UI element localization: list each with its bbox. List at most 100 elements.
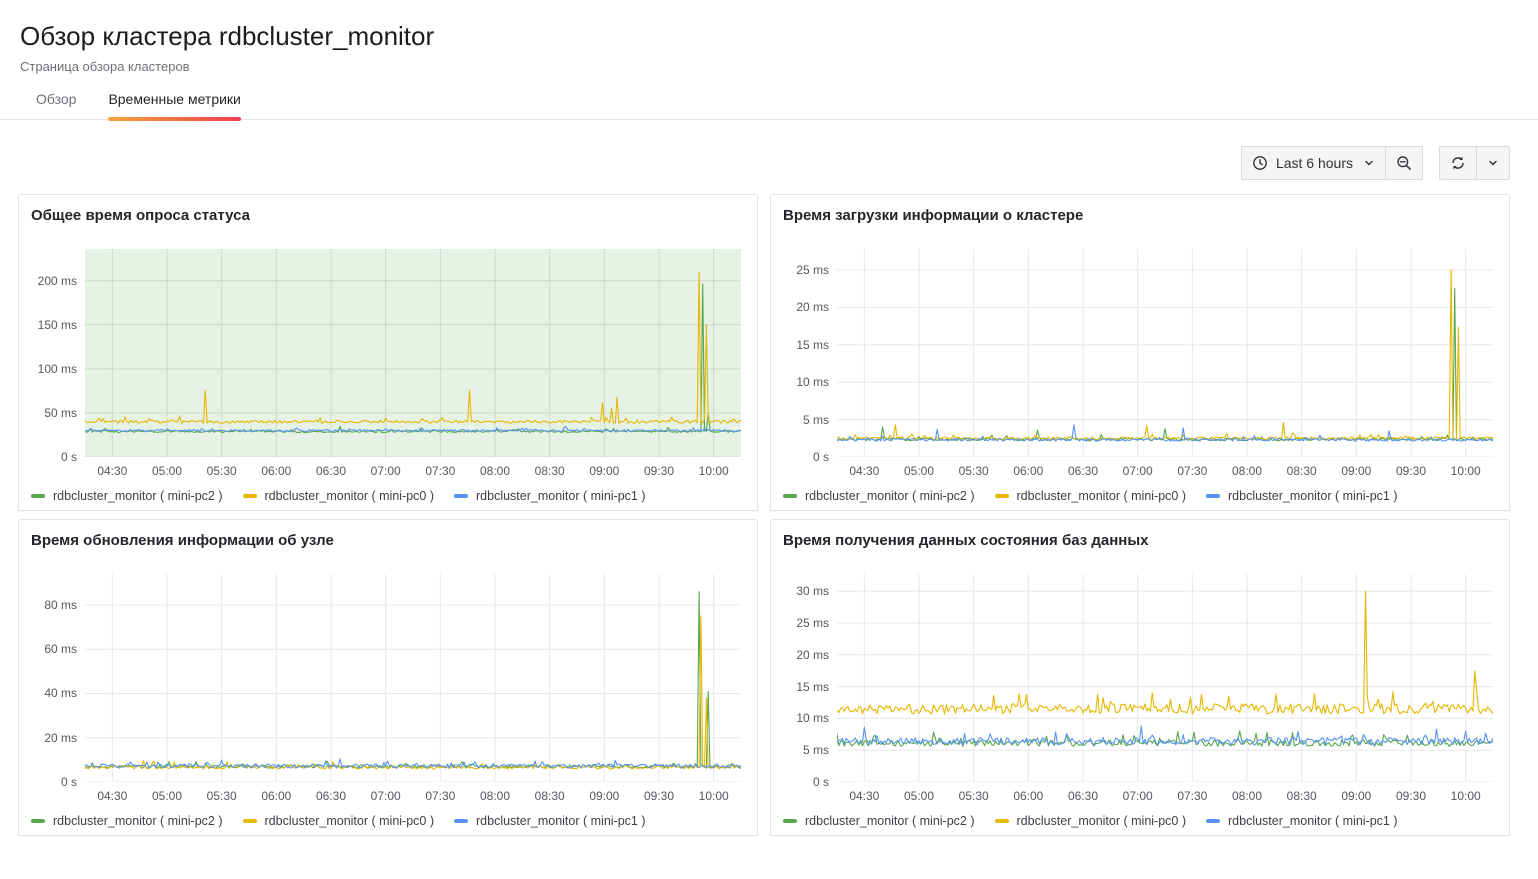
y-tick-label: 5 ms — [802, 743, 829, 758]
x-tick-label: 07:00 — [370, 464, 401, 478]
time-controls-group: Last 6 hours — [1240, 146, 1423, 180]
legend-item[interactable]: rdbcluster_monitor ( mini-pc1 ) — [1206, 489, 1398, 503]
legend-label: rdbcluster_monitor ( mini-pc2 ) — [805, 814, 975, 828]
series-line — [85, 426, 741, 433]
zoom-out-button[interactable] — [1385, 146, 1423, 180]
x-tick-label: 09:30 — [643, 789, 675, 803]
panel-title[interactable]: Время обновления информации об узле — [31, 532, 334, 549]
x-tick-label: 08:30 — [534, 464, 565, 478]
page-title: Обзор кластера rdbcluster_monitor — [20, 21, 435, 51]
x-tick-label: 06:00 — [1013, 464, 1044, 478]
chevron-down-icon — [1489, 160, 1497, 166]
page-header: Обзор кластера rdbcluster_monitor Страни… — [0, 0, 1538, 74]
x-tick-label: 08:00 — [479, 464, 511, 478]
refresh-button[interactable] — [1439, 146, 1477, 180]
plot-area[interactable] — [85, 574, 741, 782]
panel-title[interactable]: Время загрузки информации о кластере — [783, 207, 1084, 224]
x-tick-label: 04:30 — [97, 789, 128, 803]
plot-area[interactable] — [85, 249, 741, 457]
x-tick-label: 05:00 — [903, 789, 935, 803]
tab-overview[interactable]: Обзор — [36, 91, 77, 107]
legend: rdbcluster_monitor ( mini-pc2 ) rdbcluste… — [31, 809, 741, 833]
y-tick-label: 80 ms — [44, 597, 77, 612]
time-series-chart: 0 s 50 ms 100 ms 150 ms 200 ms 04:30 05:00 05:… — [29, 249, 741, 508]
refresh-interval-dropdown[interactable] — [1476, 146, 1510, 180]
y-tick-label: 20 ms — [796, 300, 829, 315]
x-tick-label: 06:30 — [315, 464, 347, 478]
toolbar: Last 6 hours — [0, 146, 1510, 180]
x-tick-label: 05:30 — [958, 464, 989, 478]
legend-item[interactable]: rdbcluster_monitor ( mini-pc0 ) — [994, 814, 1187, 828]
legend-label: rdbcluster_monitor ( mini-pc2 ) — [805, 489, 975, 503]
legend-label: rdbcluster_monitor ( mini-pc2 ) — [53, 489, 223, 503]
panel-title[interactable]: Время получения данных состояния баз дан… — [783, 532, 1149, 549]
legend-label: rdbcluster_monitor ( mini-pc2 ) — [53, 814, 223, 828]
legend-swatch — [1206, 819, 1220, 823]
y-tick-label: 100 ms — [37, 361, 77, 376]
time-series-chart: 0 s 20 ms 40 ms 60 ms 80 ms 04:30 05:00 05:30 0… — [29, 574, 741, 833]
time-range-picker-button[interactable]: Last 6 hours — [1240, 146, 1386, 180]
page-subtitle: Страница обзора кластеров — [20, 59, 190, 74]
y-tick-label: 150 ms — [37, 317, 77, 332]
x-axis: 04:30 05:00 05:30 06:00 06:30 07:00 07:30 08:00… — [837, 461, 1493, 481]
legend-item[interactable]: rdbcluster_monitor ( mini-pc2 ) — [31, 814, 223, 828]
y-axis: 0 s 50 ms 100 ms 150 ms 200 ms — [29, 249, 85, 464]
tab-time-metrics[interactable]: Временные метрики — [108, 91, 242, 121]
legend-swatch — [783, 819, 797, 823]
legend-item[interactable]: rdbcluster_monitor ( mini-pc2 ) — [31, 489, 223, 503]
x-axis: 04:30 05:00 05:30 06:00 06:30 07:00 07:30 08:00… — [837, 786, 1493, 806]
x-tick-label: 05:30 — [206, 789, 237, 803]
legend-item[interactable]: rdbcluster_monitor ( mini-pc2 ) — [783, 814, 975, 828]
legend-swatch — [242, 819, 257, 823]
x-tick-label: 07:00 — [370, 789, 401, 803]
y-tick-label: 15 ms — [796, 679, 829, 694]
legend-item[interactable]: rdbcluster_monitor ( mini-pc0 ) — [994, 489, 1187, 503]
series-line — [837, 590, 1493, 715]
panel-status-poll-time: Общее время опроса статуса 0 s 50 ms 100 m… — [18, 194, 758, 511]
legend-swatch — [994, 819, 1009, 823]
y-tick-label: 200 ms — [37, 273, 77, 288]
legend-item[interactable]: rdbcluster_monitor ( mini-pc2 ) — [783, 489, 975, 503]
legend-label: rdbcluster_monitor ( mini-pc0 ) — [264, 814, 435, 828]
series-line — [85, 758, 741, 769]
plot-area[interactable] — [837, 249, 1493, 457]
panels-grid: Общее время опроса статуса 0 s 50 ms 100 m… — [18, 194, 1510, 836]
y-tick-label: 60 ms — [44, 642, 77, 657]
legend-label: rdbcluster_monitor ( mini-pc0 ) — [1016, 489, 1187, 503]
x-tick-label: 04:30 — [849, 789, 880, 803]
time-series-chart: 0 s 5 ms 10 ms 15 ms 20 ms 25 ms 04:30 05:00 05… — [781, 249, 1493, 508]
x-tick-label: 08:00 — [1231, 464, 1263, 478]
x-tick-label: 07:30 — [1177, 464, 1208, 478]
x-tick-label: 07:30 — [425, 789, 456, 803]
legend-item[interactable]: rdbcluster_monitor ( mini-pc0 ) — [242, 814, 435, 828]
x-tick-label: 10:00 — [1450, 464, 1481, 478]
y-tick-label: 15 ms — [796, 337, 829, 352]
x-tick-label: 06:30 — [1067, 789, 1099, 803]
y-tick-label: 25 ms — [796, 615, 829, 630]
x-tick-label: 10:00 — [1450, 789, 1481, 803]
x-tick-label: 09:00 — [589, 789, 620, 803]
x-tick-label: 05:30 — [958, 789, 989, 803]
refresh-controls-group — [1439, 146, 1510, 180]
legend-swatch — [454, 494, 468, 498]
panel-cluster-info-load-time: Время загрузки информации о кластере 0 s… — [770, 194, 1510, 511]
y-axis: 0 s 20 ms 40 ms 60 ms 80 ms — [29, 574, 85, 789]
legend-label: rdbcluster_monitor ( mini-pc1 ) — [476, 814, 646, 828]
x-tick-label: 07:00 — [1122, 789, 1153, 803]
legend-item[interactable]: rdbcluster_monitor ( mini-pc0 ) — [242, 489, 434, 503]
x-tick-label: 08:00 — [1231, 789, 1263, 803]
legend-item[interactable]: rdbcluster_monitor ( mini-pc1 ) — [1206, 814, 1398, 828]
panel-title[interactable]: Общее время опроса статуса — [31, 207, 250, 224]
x-tick-label: 09:00 — [589, 464, 620, 478]
legend-swatch — [242, 494, 257, 498]
plot-area[interactable] — [837, 574, 1493, 782]
x-tick-label: 08:30 — [534, 789, 565, 803]
legend-label: rdbcluster_monitor ( mini-pc0 ) — [1016, 814, 1187, 828]
y-tick-label: 10 ms — [796, 711, 829, 726]
legend-swatch — [783, 494, 797, 498]
x-tick-label: 06:00 — [261, 464, 292, 478]
legend-item[interactable]: rdbcluster_monitor ( mini-pc1 ) — [454, 489, 646, 503]
x-tick-label: 07:30 — [425, 464, 456, 478]
y-axis: 0 s 5 ms 10 ms 15 ms 20 ms 25 ms — [781, 249, 837, 464]
legend-item[interactable]: rdbcluster_monitor ( mini-pc1 ) — [454, 814, 646, 828]
